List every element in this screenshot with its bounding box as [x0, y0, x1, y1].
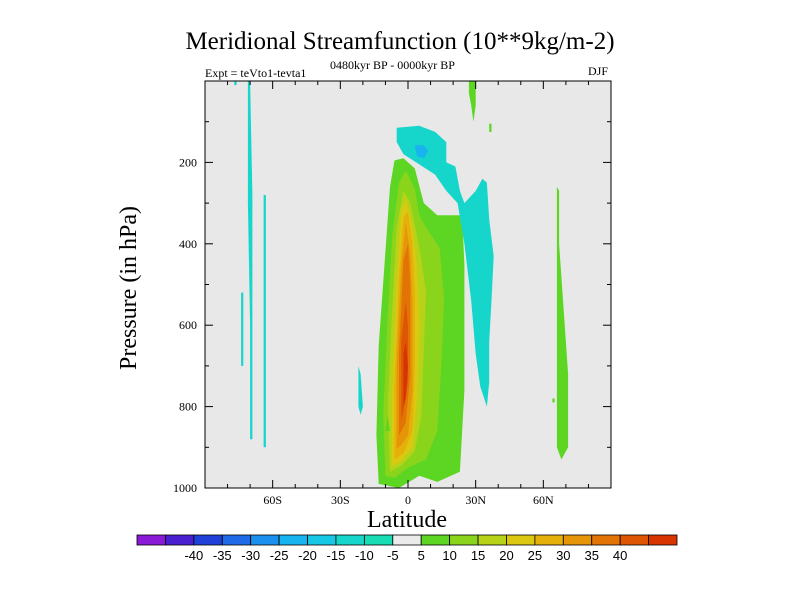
colorbar-swatch	[250, 534, 280, 546]
colorbar-label: 5	[418, 548, 425, 563]
contour-region-13	[556, 186, 569, 460]
contour-region-16	[489, 123, 492, 132]
colorbar-swatch	[648, 534, 678, 546]
y-tick-label: 1000	[173, 481, 197, 495]
contour-regions	[234, 81, 569, 489]
colorbar-swatch	[449, 534, 479, 546]
contour-region-23	[414, 145, 429, 159]
colorbar-label: 15	[471, 548, 485, 563]
contour-region-20	[234, 81, 237, 86]
colorbar-swatch	[619, 534, 649, 546]
colorbar-label: 10	[442, 548, 456, 563]
contour-region-21	[358, 365, 363, 415]
y-axis-ticks: 200 400 600 800 1000	[173, 121, 611, 495]
colorbar-swatch	[136, 534, 166, 546]
x-tick-label: 30N	[465, 493, 486, 507]
y-tick-label: 200	[179, 155, 197, 169]
season-label: DJF	[588, 64, 609, 78]
contour-region-10	[385, 414, 390, 431]
contour-region-14	[552, 398, 555, 403]
contour-region-9	[403, 341, 408, 407]
y-tick-label: 400	[179, 237, 197, 251]
colorbar-label: -10	[355, 548, 374, 563]
colorbar-swatch	[534, 534, 564, 546]
contour-region-18	[263, 195, 266, 448]
colorbar-label: -35	[213, 548, 232, 563]
contour-region-22	[396, 125, 494, 407]
x-tick-label: 30S	[331, 493, 350, 507]
colorbar-label: -5	[387, 548, 399, 563]
x-tick-label: 60S	[263, 493, 282, 507]
y-axis-label: Pressure (in hPa)	[116, 206, 142, 370]
colorbar-swatch	[420, 534, 451, 546]
colorbar-swatch	[335, 534, 365, 546]
colorbar-label: 20	[499, 548, 513, 563]
x-tick-label: 0	[405, 493, 411, 507]
colorbar-label: -25	[270, 548, 289, 563]
colorbar-swatch	[165, 534, 195, 546]
chart-subtitle-period: 0480kyr BP - 0000kyr BP	[330, 58, 455, 72]
colorbar-swatch	[193, 534, 223, 546]
colorbar-swatch	[591, 534, 621, 546]
y-tick-label: 800	[179, 400, 197, 414]
colorbar-label: 40	[613, 548, 627, 563]
x-axis-label: Latitude	[367, 507, 447, 533]
colorbar-label: -15	[327, 548, 346, 563]
y-tick-label: 600	[179, 318, 197, 332]
contour-region-15	[468, 81, 476, 122]
colorbar-label: -30	[241, 548, 260, 563]
colorbar-swatch	[307, 534, 337, 546]
colorbar-swatch	[278, 534, 308, 546]
colorbar-swatch	[363, 534, 394, 546]
experiment-label: Expt = teVto1-tevta1	[205, 66, 307, 80]
colorbar-swatch	[562, 534, 593, 546]
colorbar-label: 30	[556, 548, 570, 563]
contour-region-11	[426, 243, 431, 293]
contour-region-17	[247, 81, 253, 440]
contour-region-19	[241, 292, 244, 366]
chart-title: Meridional Streamfunction (10**9kg/m-2)	[185, 28, 615, 55]
colorbar-label: -20	[298, 548, 317, 563]
colorbar-label: 35	[585, 548, 599, 563]
colorbar: -40 -35 -30 -25 -20 -15 -10 -5 5 10 15 20 25 30 35 40	[136, 534, 678, 563]
colorbar-swatch	[392, 534, 422, 546]
x-axis-ticks: 60S 30S 0 30N 60N	[227, 81, 589, 507]
colorbar-swatch	[506, 534, 536, 546]
colorbar-swatch	[221, 534, 252, 546]
colorbar-swatch	[477, 534, 507, 546]
x-tick-label: 60N	[533, 493, 554, 507]
colorbar-label: 25	[528, 548, 542, 563]
colorbar-label: -40	[184, 548, 203, 563]
